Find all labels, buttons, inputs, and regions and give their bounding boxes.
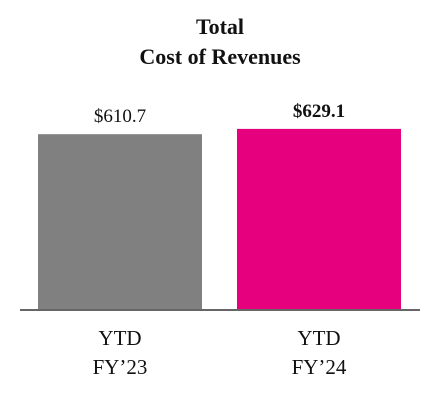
category-label-2-line-1: YTD [297, 326, 340, 350]
chart-title-line-2: Cost of Revenues [139, 44, 301, 69]
category-label-1-line-1: YTD [98, 326, 141, 350]
value-label-2: $629.1 [293, 101, 345, 122]
chart-title-line-1: Total [195, 14, 245, 39]
labels-group: $610.7 YTD FY’23 $629.1 YTD FY’24 [93, 101, 347, 379]
chart-title: Total Cost of Revenues [0, 12, 440, 72]
category-label-2-line-2: FY’24 [292, 355, 347, 379]
category-label-1-line-2: FY’23 [93, 355, 148, 379]
bars-group [38, 128, 401, 310]
bar-1 [38, 134, 202, 310]
value-label-1: $610.7 [94, 106, 146, 127]
bar-2 [237, 128, 401, 310]
